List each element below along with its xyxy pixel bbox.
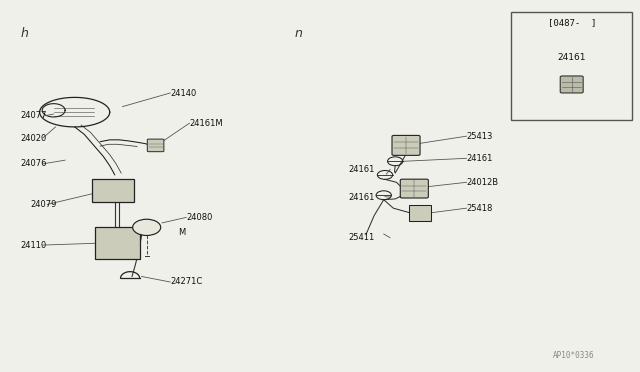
Text: 24161: 24161 [349,165,375,174]
Text: 24271C: 24271C [170,278,202,286]
FancyBboxPatch shape [392,135,420,155]
Text: 24140: 24140 [170,89,196,98]
Text: n: n [294,27,302,40]
FancyBboxPatch shape [409,205,431,221]
Circle shape [132,219,161,235]
FancyBboxPatch shape [147,139,164,152]
Text: 25411: 25411 [349,233,375,242]
Text: 24080: 24080 [186,213,212,222]
Text: 24020: 24020 [20,134,47,142]
FancyBboxPatch shape [95,227,140,259]
Text: M: M [143,222,150,231]
FancyBboxPatch shape [511,13,632,119]
Text: 24161: 24161 [557,53,586,62]
FancyBboxPatch shape [560,76,583,93]
Text: AP10*0336: AP10*0336 [552,350,594,359]
Text: h: h [20,27,28,40]
Text: 24110: 24110 [20,241,47,250]
Text: 24012B: 24012B [467,178,499,187]
Text: [0487-  ]: [0487- ] [547,18,596,27]
Text: 24161: 24161 [467,154,493,163]
Text: 25418: 25418 [467,203,493,213]
Text: 25413: 25413 [467,132,493,141]
Text: 24077: 24077 [20,111,47,121]
Text: 24161: 24161 [349,193,375,202]
Text: 24161M: 24161M [189,119,223,128]
Text: M: M [179,228,186,237]
Text: 24079: 24079 [30,200,56,209]
FancyBboxPatch shape [400,179,428,198]
FancyBboxPatch shape [92,179,134,202]
Text: 24076: 24076 [20,159,47,169]
